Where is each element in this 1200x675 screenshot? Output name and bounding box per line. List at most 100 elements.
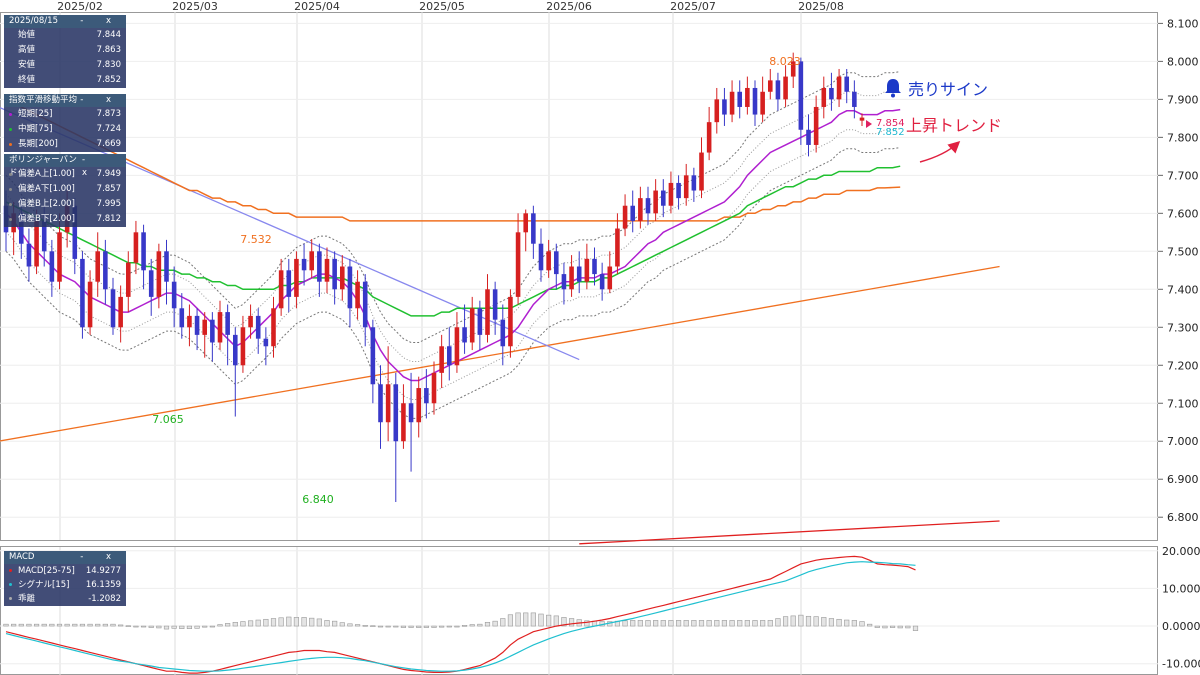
date-tick-label: 2025/02 bbox=[57, 0, 103, 13]
candle-body bbox=[584, 258, 590, 282]
macd-histogram-bar bbox=[72, 623, 78, 627]
candle-body bbox=[324, 258, 330, 282]
bell-icon bbox=[885, 79, 901, 98]
ema-row: 長期[200] 7.669 bbox=[4, 137, 126, 152]
candle-body bbox=[737, 91, 743, 107]
macd-histogram-bar bbox=[110, 623, 116, 627]
bb-value: 7.857 bbox=[96, 184, 121, 194]
macd-histogram-bar bbox=[431, 625, 437, 628]
macd-histogram-bar bbox=[286, 616, 292, 627]
macd-tick-label: 20.0000 bbox=[1162, 545, 1200, 558]
macd-histogram-bar bbox=[691, 620, 697, 627]
macd-histogram-bar bbox=[622, 620, 628, 627]
macd-row: シグナル[15] 16.1359 bbox=[4, 578, 126, 592]
candle-body bbox=[622, 205, 628, 229]
macd-histogram-bar bbox=[125, 625, 131, 627]
trendline bbox=[0, 265, 1000, 442]
candle-body bbox=[576, 266, 582, 282]
candle-body bbox=[255, 315, 261, 339]
macd-histogram-bar bbox=[698, 620, 705, 627]
ohlc-panel-header[interactable]: 2025/08/15 - x bbox=[4, 15, 126, 28]
candle-body bbox=[309, 251, 315, 271]
panel-controls[interactable]: - x bbox=[80, 552, 121, 562]
bb-label: 偏差B上[2.00] bbox=[18, 199, 75, 209]
macd-histogram-bar bbox=[706, 620, 712, 627]
ema-title: 指数平滑移動平均 bbox=[9, 95, 78, 105]
panel-controls[interactable]: - x bbox=[80, 95, 121, 105]
macd-histogram-bar bbox=[500, 618, 506, 627]
macd-histogram-bar bbox=[439, 625, 445, 628]
price-tick-label: 7.200 bbox=[1167, 359, 1199, 372]
candle-body bbox=[110, 289, 116, 328]
macd-chart bbox=[3, 555, 919, 674]
macd-histogram-bar bbox=[851, 620, 857, 627]
candle-body bbox=[469, 308, 475, 343]
series-color-dot bbox=[9, 569, 12, 572]
series-color-dot bbox=[9, 583, 12, 586]
price-tick-label: 6.900 bbox=[1167, 473, 1199, 486]
macd-histogram-bar bbox=[194, 625, 200, 629]
price-tick-label: 7.600 bbox=[1167, 207, 1199, 220]
candle-body bbox=[125, 262, 131, 297]
price-tick-label: 7.400 bbox=[1167, 283, 1199, 296]
macd-label: 乖離 bbox=[18, 594, 36, 604]
macd-histogram-bar bbox=[370, 625, 376, 627]
panel-controls[interactable]: - x bbox=[82, 155, 98, 178]
macd-histogram-bar bbox=[905, 625, 911, 629]
bb-value: 7.949 bbox=[96, 169, 121, 179]
trendline bbox=[579, 520, 1000, 545]
macd-histogram-bar bbox=[492, 620, 498, 627]
candle-body bbox=[760, 91, 765, 115]
macd-histogram-bar bbox=[637, 620, 643, 627]
macd-histogram-bar bbox=[225, 623, 231, 627]
series-color-dot bbox=[9, 597, 12, 600]
candle-body bbox=[699, 152, 704, 191]
bollinger-bands bbox=[5, 71, 901, 419]
macd-panel-header[interactable]: MACD - x bbox=[4, 551, 126, 564]
ema-value: 7.724 bbox=[96, 124, 121, 134]
candle-body bbox=[87, 281, 93, 328]
candle-body bbox=[775, 80, 781, 100]
macd-histogram-bar bbox=[912, 625, 919, 631]
last-close-label: 7.852 bbox=[876, 127, 905, 138]
axes: 2025/02 2025/03 2025/04 2025/05 2025/06 2025/… bbox=[57, 0, 1200, 671]
candlesticks bbox=[3, 52, 865, 503]
candle-body bbox=[638, 198, 643, 221]
ema-lines bbox=[5, 98, 901, 382]
macd-frame bbox=[0, 546, 1158, 675]
macd-histogram-bar bbox=[209, 625, 215, 628]
macd-value: 14.9277 bbox=[85, 566, 121, 576]
candle-body bbox=[225, 312, 230, 335]
candle-body bbox=[592, 258, 597, 275]
series-color-dot bbox=[9, 113, 12, 116]
macd-histogram-bar bbox=[408, 625, 414, 628]
ema-panel-header[interactable]: 指数平滑移動平均 - x bbox=[4, 94, 126, 107]
macd-histogram-bar bbox=[683, 620, 689, 627]
candle-body bbox=[745, 87, 750, 107]
candle-body bbox=[714, 99, 720, 123]
macd-value: -1.2082 bbox=[88, 594, 121, 604]
macd-histogram-bar bbox=[270, 618, 277, 627]
candle-body bbox=[836, 76, 842, 100]
macd-histogram-bar bbox=[660, 620, 666, 627]
macd-histogram-bar bbox=[11, 623, 17, 627]
price-tick-label: 7.700 bbox=[1167, 169, 1199, 182]
macd-tick-label: 10.0000 bbox=[1162, 582, 1200, 595]
candle-body bbox=[729, 91, 735, 115]
macd-histogram-bar bbox=[889, 625, 896, 628]
ema-mid-line bbox=[5, 165, 901, 317]
date-tick-label: 2025/04 bbox=[294, 0, 340, 13]
candle-body bbox=[859, 117, 865, 121]
price-tick-label: 7.300 bbox=[1167, 321, 1199, 334]
price-tick-label: 6.800 bbox=[1167, 511, 1199, 524]
candle-body bbox=[194, 315, 200, 335]
ohlc-value: 7.830 bbox=[96, 60, 121, 70]
macd-histogram-bar bbox=[347, 623, 353, 627]
candle-body bbox=[852, 91, 857, 107]
panel-controls[interactable]: - x bbox=[80, 16, 121, 26]
macd-histogram-bar bbox=[400, 625, 407, 628]
macd-histogram-bar bbox=[377, 625, 384, 628]
bb-panel-header[interactable]: ボリンジャーバンド - x bbox=[4, 154, 126, 178]
macd-histogram-bar bbox=[263, 618, 269, 627]
candle-body bbox=[783, 76, 788, 100]
